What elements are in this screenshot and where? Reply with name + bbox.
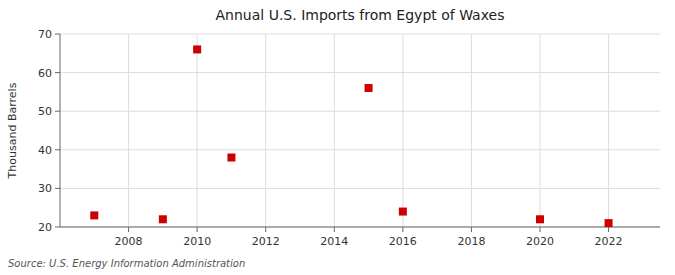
x-grid-line [128,34,129,227]
x-tick-label: 2018 [457,235,485,248]
x-tick-label: 2016 [389,235,417,248]
points [90,45,612,227]
y-tick-label: 20 [38,221,52,234]
x-tick-label: 2008 [115,235,143,248]
x-tick-label: 2010 [183,235,211,248]
y-axis-label: Thousand Barrels [6,82,19,179]
x-tick [265,227,266,232]
x-grid-line [540,34,541,227]
chart-svg: 2008 2010 2012 2014 2016 2018 2020 2022 20 30 40 50… [0,0,675,275]
y-tick [55,72,60,73]
x-grid-line [471,34,472,227]
x-tick-label: 2020 [526,235,554,248]
x-tick-label: 2012 [252,235,280,248]
y-grid-line [60,227,660,228]
y-grid-line [60,34,660,35]
title: Annual U.S. Imports from Egypt of Waxes [216,7,505,23]
y-grid-line [60,72,660,73]
x-tick-label: 2014 [320,235,348,248]
point [536,215,544,223]
axes: 2008 2010 2012 2014 2016 2018 2020 2022 20 30 40 50… [38,28,660,248]
y-tick-label: 70 [38,28,52,41]
point [90,211,98,219]
point [159,215,167,223]
y-axis-line [60,34,61,227]
x-grid-line [334,34,335,227]
x-axis-line [60,227,660,228]
point [605,219,613,227]
source-note: Source: U.S. Energy Information Administ… [8,258,245,269]
x-tick [334,227,335,232]
x-tick [471,227,472,232]
x-grid-line [265,34,266,227]
y-tick [55,149,60,150]
y-grid-line [60,149,660,150]
y-tick-label: 30 [38,182,52,195]
y-tick-label: 40 [38,144,52,157]
grid [60,34,660,227]
point [365,84,373,92]
y-tick [55,188,60,189]
x-tick [402,227,403,232]
y-tick-label: 60 [38,67,52,80]
chart-container: 2008 2010 2012 2014 2016 2018 2020 2022 20 30 40 50… [0,0,675,275]
x-grid-line [608,34,609,227]
x-grid-line [402,34,403,227]
x-tick [608,227,609,232]
y-tick [55,227,60,228]
y-tick-label: 50 [38,105,52,118]
x-tick [197,227,198,232]
y-tick [55,34,60,35]
x-grid-line [197,34,198,227]
x-tick [540,227,541,232]
point [227,154,235,162]
y-grid-line [60,188,660,189]
y-tick [55,111,60,112]
y-grid-line [60,111,660,112]
x-tick-label: 2022 [595,235,623,248]
point [193,45,201,53]
point [399,208,407,216]
x-tick [128,227,129,232]
